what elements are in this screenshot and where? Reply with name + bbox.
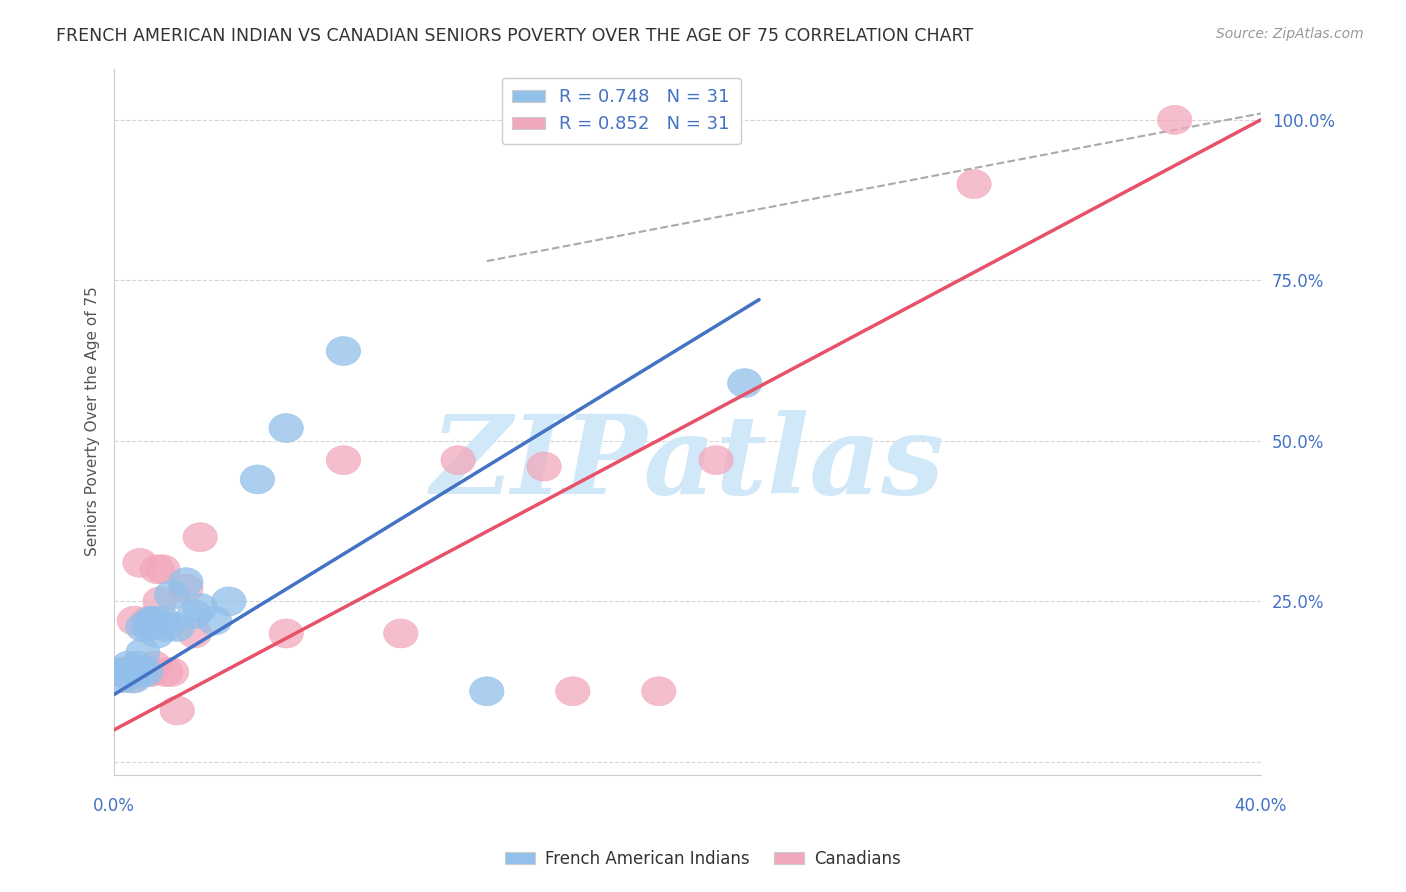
Ellipse shape xyxy=(111,657,146,687)
Ellipse shape xyxy=(125,657,160,687)
Ellipse shape xyxy=(149,657,183,687)
Text: FRENCH AMERICAN INDIAN VS CANADIAN SENIORS POVERTY OVER THE AGE OF 75 CORRELATIO: FRENCH AMERICAN INDIAN VS CANADIAN SENIO… xyxy=(56,27,973,45)
Ellipse shape xyxy=(326,446,361,475)
Ellipse shape xyxy=(120,657,155,687)
Ellipse shape xyxy=(125,613,160,641)
Ellipse shape xyxy=(183,593,218,623)
Ellipse shape xyxy=(326,336,361,366)
Ellipse shape xyxy=(555,677,591,706)
Ellipse shape xyxy=(155,581,188,609)
Ellipse shape xyxy=(384,619,418,648)
Ellipse shape xyxy=(149,613,183,641)
Ellipse shape xyxy=(177,619,212,648)
Ellipse shape xyxy=(957,169,991,199)
Ellipse shape xyxy=(114,657,149,687)
Ellipse shape xyxy=(699,446,734,475)
Ellipse shape xyxy=(641,677,676,706)
Ellipse shape xyxy=(128,657,163,687)
Ellipse shape xyxy=(146,607,180,635)
Text: Source: ZipAtlas.com: Source: ZipAtlas.com xyxy=(1216,27,1364,41)
Ellipse shape xyxy=(177,599,212,629)
Ellipse shape xyxy=(160,696,194,725)
Ellipse shape xyxy=(138,607,172,635)
Ellipse shape xyxy=(131,607,166,635)
Ellipse shape xyxy=(155,657,188,687)
Ellipse shape xyxy=(269,414,304,442)
Ellipse shape xyxy=(183,523,218,551)
Ellipse shape xyxy=(141,555,174,583)
Ellipse shape xyxy=(111,651,146,680)
Ellipse shape xyxy=(117,607,152,635)
Y-axis label: Seniors Poverty Over the Age of 75: Seniors Poverty Over the Age of 75 xyxy=(86,286,100,557)
Ellipse shape xyxy=(111,657,146,687)
Ellipse shape xyxy=(470,677,503,706)
Ellipse shape xyxy=(141,619,174,648)
Ellipse shape xyxy=(138,651,172,680)
Ellipse shape xyxy=(160,613,194,641)
Ellipse shape xyxy=(527,452,561,481)
Ellipse shape xyxy=(125,639,160,667)
Ellipse shape xyxy=(240,465,274,494)
Ellipse shape xyxy=(169,567,202,597)
Ellipse shape xyxy=(114,664,149,693)
Ellipse shape xyxy=(1157,105,1192,135)
Ellipse shape xyxy=(134,607,169,635)
Text: ZIPatlas: ZIPatlas xyxy=(430,410,945,517)
Ellipse shape xyxy=(103,657,138,687)
Ellipse shape xyxy=(117,664,152,693)
Ellipse shape xyxy=(131,613,166,641)
Ellipse shape xyxy=(269,619,304,648)
Text: 0.0%: 0.0% xyxy=(93,797,135,815)
Ellipse shape xyxy=(146,555,180,583)
Legend: French American Indians, Canadians: French American Indians, Canadians xyxy=(498,844,908,875)
Ellipse shape xyxy=(120,651,155,680)
Ellipse shape xyxy=(108,657,143,687)
Ellipse shape xyxy=(143,587,177,615)
Ellipse shape xyxy=(105,657,141,687)
Ellipse shape xyxy=(122,549,157,577)
Ellipse shape xyxy=(122,657,157,687)
Text: 40.0%: 40.0% xyxy=(1234,797,1286,815)
Ellipse shape xyxy=(134,657,169,687)
Ellipse shape xyxy=(169,574,202,603)
Ellipse shape xyxy=(212,587,246,615)
Ellipse shape xyxy=(105,664,141,693)
Ellipse shape xyxy=(103,657,138,687)
Ellipse shape xyxy=(128,657,163,687)
Legend: R = 0.748   N = 31, R = 0.852   N = 31: R = 0.748 N = 31, R = 0.852 N = 31 xyxy=(502,78,741,145)
Ellipse shape xyxy=(727,368,762,398)
Ellipse shape xyxy=(197,607,232,635)
Ellipse shape xyxy=(441,446,475,475)
Ellipse shape xyxy=(117,657,152,687)
